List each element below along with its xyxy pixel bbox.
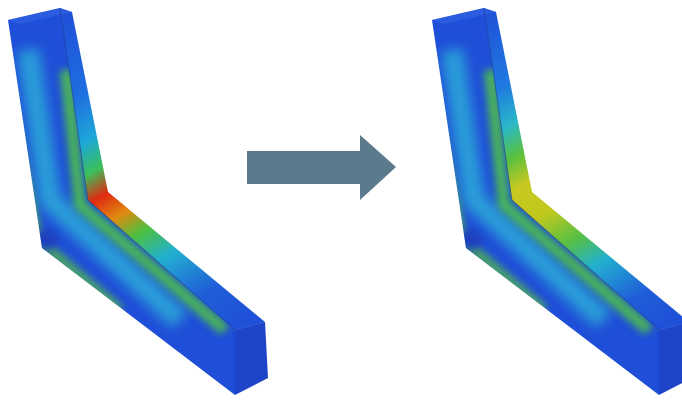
beam-end-face [235, 322, 268, 395]
beam-end-face [659, 322, 682, 395]
beam-after [432, 8, 682, 395]
arrow-shaft [247, 151, 362, 184]
transition-arrow [247, 135, 396, 200]
page-body: (() => { const data = JSON.parse(documen… [0, 0, 682, 403]
beam-before [8, 8, 268, 395]
page: Contour comparison {} html, body { margi… [0, 0, 682, 403]
contour-spot [455, 230, 483, 250]
scene [0, 0, 682, 403]
arrow-head [360, 135, 396, 200]
contour-spot [31, 230, 59, 250]
